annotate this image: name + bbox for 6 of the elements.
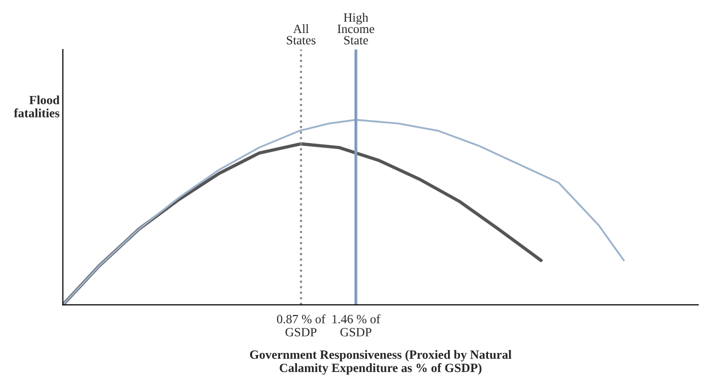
x-tick-label: 0.87 % of GSDP <box>276 314 326 336</box>
ref-line-label: All States <box>286 24 316 44</box>
ref-line-label: High Income State <box>338 12 374 44</box>
x-axis-title: Government Responsiveness (Proxied by Natural Calamity Expenditure as % of GSDP) <box>250 350 512 375</box>
y-axis-title: Flood fatalities <box>14 95 60 118</box>
x-tick-label: 1.46 % of GSDP <box>332 314 380 336</box>
